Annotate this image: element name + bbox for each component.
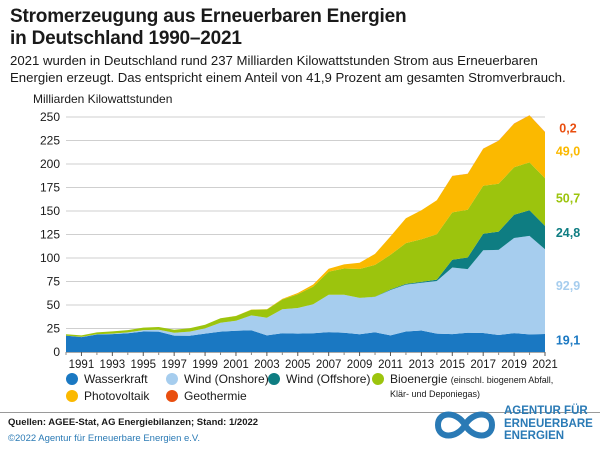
legend-label-wind-onshore: Wind (Onshore) <box>184 372 269 386</box>
area-series-wind-onshore <box>66 235 545 338</box>
legend-label-geothermie: Geothermie <box>184 389 247 403</box>
legend-swatch-geothermie <box>166 390 178 402</box>
title-line-1: Stromerzeugung aus Erneuerbaren Energien <box>10 6 407 27</box>
legend-label-bioenergie: Bioenergie <box>390 372 448 386</box>
y-tick-label-125: 125 <box>40 228 60 242</box>
copyright-note: ©2022 Agentur für Erneuerbare Energien e… <box>8 433 201 444</box>
x-tick-label-2019: 2019 <box>501 359 527 370</box>
logo-line-2: ERNEUERBARE <box>504 417 593 430</box>
source-note: Quellen: AGEE-Stat, AG Energiebilanzen; … <box>8 417 259 428</box>
footer-divider <box>0 412 600 413</box>
area-series-bioenergie <box>66 162 545 337</box>
x-tick-label-2015: 2015 <box>439 359 465 370</box>
y-tick-label-25: 25 <box>47 322 61 336</box>
end-value-label-1: 49,0 <box>556 144 580 158</box>
chart-title: Stromerzeugung aus Erneuerbaren Energien… <box>10 6 570 50</box>
y-axis-label: Milliarden Kilowattstunden <box>33 92 173 106</box>
end-value-label-0: 0,2 <box>559 121 576 135</box>
legend-label-wasserkraft: Wasserkraft <box>84 372 148 386</box>
y-tick-label-50: 50 <box>47 298 61 312</box>
y-tick-label-75: 75 <box>47 275 61 289</box>
legend-swatch-bioenergie <box>372 373 384 385</box>
legend-swatch-wind-offshore <box>268 373 280 385</box>
x-tick-label-2001: 2001 <box>223 359 249 370</box>
y-tick-label-100: 100 <box>40 251 60 265</box>
x-tick-label-2011: 2011 <box>378 359 403 370</box>
end-value-label-3: 24,8 <box>556 226 580 240</box>
y-tick-label-150: 150 <box>40 204 60 218</box>
legend-item-geothermie: Geothermie <box>166 389 247 403</box>
legend-label-wind-offshore: Wind (Offshore) <box>286 372 371 386</box>
subtitle-line-2: Energien erzeugt. Das entspricht einem A… <box>10 70 566 85</box>
legend-item-wind-offshore: Wind (Offshore) <box>268 372 370 386</box>
end-value-label-5: 19,1 <box>556 334 580 348</box>
logo-text: AGENTUR FÜR ERNEUERBARE ENERGIEN <box>504 405 593 443</box>
y-tick-label-175: 175 <box>40 181 60 195</box>
y-tick-label-225: 225 <box>40 134 60 148</box>
legend: Wasserkraft Wind (Onshore) Wind (Offshor… <box>0 370 600 410</box>
logo-line-1: AGENTUR FÜR <box>504 405 588 417</box>
chart-subtitle: 2021 wurden in Deutschland rund 237 Mill… <box>10 52 595 86</box>
x-tick-label-1999: 1999 <box>192 359 218 370</box>
stacked-area-chart: 0 25 50 75 100 125 150 175 200 225 250 1991 1993 1995… <box>40 110 580 370</box>
y-tick-label-0: 0 <box>53 345 60 359</box>
x-tick-label-2017: 2017 <box>470 359 496 370</box>
subtitle-line-1: 2021 wurden in Deutschland rund 237 Mill… <box>10 53 538 68</box>
legend-swatch-photovoltaik <box>66 390 78 402</box>
legend-note-bioenergie-1: (einschl. biogenem Abfall, <box>450 375 554 385</box>
y-tick-label-200: 200 <box>40 157 60 171</box>
x-tick-label-2009: 2009 <box>347 359 373 370</box>
infinity-logo-icon <box>435 411 495 439</box>
logo-line-3: ENERGIEN <box>504 430 565 442</box>
legend-item-wasserkraft: Wasserkraft <box>66 372 148 386</box>
aee-logo: AGENTUR FÜR ERNEUERBARE ENERGIEN <box>428 403 598 447</box>
legend-note-bioenergie-2: Klär- und Deponiegas) <box>390 389 481 399</box>
title-line-2: in Deutschland 1990–2021 <box>10 28 242 49</box>
x-tick-label-1991: 1991 <box>69 359 95 370</box>
x-tick-label-1995: 1995 <box>130 359 156 370</box>
x-tick-label-2007: 2007 <box>316 359 342 370</box>
end-value-label-4: 92,9 <box>556 279 580 293</box>
legend-item-bioenergie: Bioenergie (einschl. biogenem Abfall, Kl… <box>372 372 553 400</box>
legend-item-photovoltaik: Photovoltaik <box>66 389 149 403</box>
x-tick-label-2013: 2013 <box>409 359 435 370</box>
legend-item-wind-onshore: Wind (Onshore) <box>166 372 269 386</box>
x-tick-label-2005: 2005 <box>285 359 311 370</box>
x-tick-label-2003: 2003 <box>254 359 280 370</box>
area-series-wasserkraft <box>66 330 545 352</box>
legend-label-photovoltaik: Photovoltaik <box>84 389 150 403</box>
legend-swatch-wind-onshore <box>166 373 178 385</box>
legend-swatch-wasserkraft <box>66 373 78 385</box>
x-tick-label-1997: 1997 <box>161 359 187 370</box>
x-tick-label-2021: 2021 <box>532 359 558 370</box>
y-tick-label-250: 250 <box>40 110 60 124</box>
end-value-label-2: 50,7 <box>556 191 580 205</box>
x-tick-label-1993: 1993 <box>100 359 126 370</box>
